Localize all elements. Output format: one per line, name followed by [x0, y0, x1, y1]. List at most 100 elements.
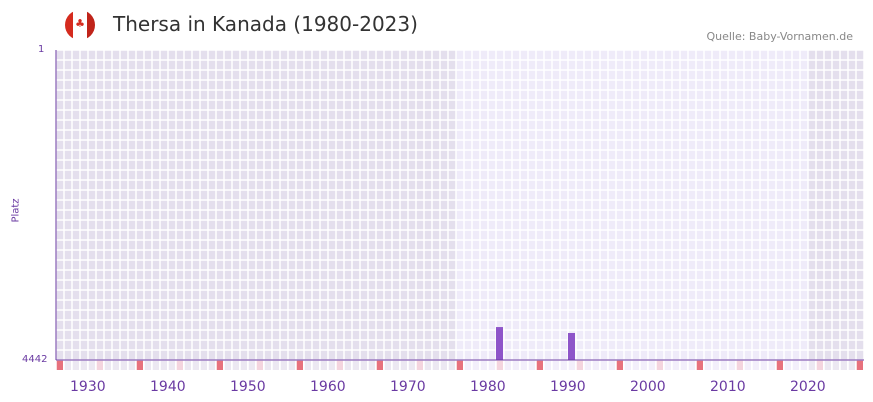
year-column: [192, 50, 200, 360]
year-column: [304, 50, 312, 360]
x-tick-label: 2000: [630, 379, 666, 395]
year-column: [552, 50, 560, 360]
year-cell: [240, 360, 247, 370]
year-column: [128, 50, 136, 360]
year-cell: [512, 360, 519, 370]
year-column: [344, 50, 352, 360]
year-cell: [664, 360, 671, 370]
year-column: [224, 50, 232, 360]
year-column: [456, 50, 464, 360]
canada-flag-icon: ♣: [65, 10, 95, 40]
year-column: [80, 50, 88, 360]
year-cell: [288, 360, 295, 370]
decade-marker: [56, 360, 63, 370]
year-cell: [520, 360, 527, 370]
year-cell: [72, 360, 79, 370]
year-cell: [344, 360, 351, 370]
year-column: [400, 50, 408, 360]
year-column: [184, 50, 192, 360]
year-column: [696, 50, 704, 360]
year-column: [736, 50, 744, 360]
year-column: [632, 50, 640, 360]
year-cell: [64, 360, 71, 370]
half-decade-marker: [736, 360, 743, 370]
year-column: [616, 50, 624, 360]
year-cell: [464, 360, 471, 370]
year-column: [72, 50, 80, 360]
year-column: [608, 50, 616, 360]
year-column: [464, 50, 472, 360]
decade-marker: [296, 360, 303, 370]
chart-title: Thersa in Kanada (1980-2023): [113, 12, 418, 36]
year-column: [368, 50, 376, 360]
year-cell: [600, 360, 607, 370]
year-cell: [704, 360, 711, 370]
year-column: [312, 50, 320, 360]
year-cell: [368, 360, 375, 370]
year-column: [384, 50, 392, 360]
year-cell: [272, 360, 279, 370]
half-decade-marker: [416, 360, 423, 370]
year-column: [336, 50, 344, 360]
year-cell: [424, 360, 431, 370]
year-cell: [680, 360, 687, 370]
year-cell: [104, 360, 111, 370]
x-tick-label: 2020: [790, 379, 826, 395]
year-cell: [248, 360, 255, 370]
year-column: [104, 50, 112, 360]
year-column: [440, 50, 448, 360]
half-decade-marker: [496, 360, 503, 370]
year-column: [592, 50, 600, 360]
year-column: [424, 50, 432, 360]
x-tick-label: 1930: [70, 379, 106, 395]
year-column: [240, 50, 248, 360]
year-cell: [224, 360, 231, 370]
year-column: [288, 50, 296, 360]
year-column: [688, 50, 696, 360]
year-cell: [432, 360, 439, 370]
year-column: [376, 50, 384, 360]
year-cell: [144, 360, 151, 370]
year-cell: [848, 360, 855, 370]
decade-marker: [376, 360, 383, 370]
year-column: [856, 50, 864, 360]
year-cell: [792, 360, 799, 370]
half-decade-marker: [576, 360, 583, 370]
year-cell: [408, 360, 415, 370]
year-column: [272, 50, 280, 360]
year-column: [640, 50, 648, 360]
year-cell: [208, 360, 215, 370]
year-column: [560, 50, 568, 360]
year-column: [704, 50, 712, 360]
year-column: [208, 50, 216, 360]
year-cell: [168, 360, 175, 370]
year-cell: [128, 360, 135, 370]
year-column: [112, 50, 120, 360]
decade-marker: [456, 360, 463, 370]
year-column: [744, 50, 752, 360]
year-cell: [200, 360, 207, 370]
year-column: [816, 50, 824, 360]
year-column: [648, 50, 656, 360]
half-decade-marker: [176, 360, 183, 370]
year-column: [256, 50, 264, 360]
year-column: [568, 50, 576, 360]
year-column: [768, 50, 776, 360]
year-cell: [480, 360, 487, 370]
half-decade-marker: [96, 360, 103, 370]
half-decade-marker: [656, 360, 663, 370]
year-column: [56, 50, 64, 360]
year-cell: [624, 360, 631, 370]
year-cell: [304, 360, 311, 370]
year-cell: [360, 360, 367, 370]
year-column: [232, 50, 240, 360]
year-column: [320, 50, 328, 360]
x-tick-label: 1970: [390, 379, 426, 395]
year-column: [720, 50, 728, 360]
year-column: [264, 50, 272, 360]
year-cell: [184, 360, 191, 370]
year-cell: [504, 360, 511, 370]
year-column: [352, 50, 360, 360]
year-cell: [592, 360, 599, 370]
